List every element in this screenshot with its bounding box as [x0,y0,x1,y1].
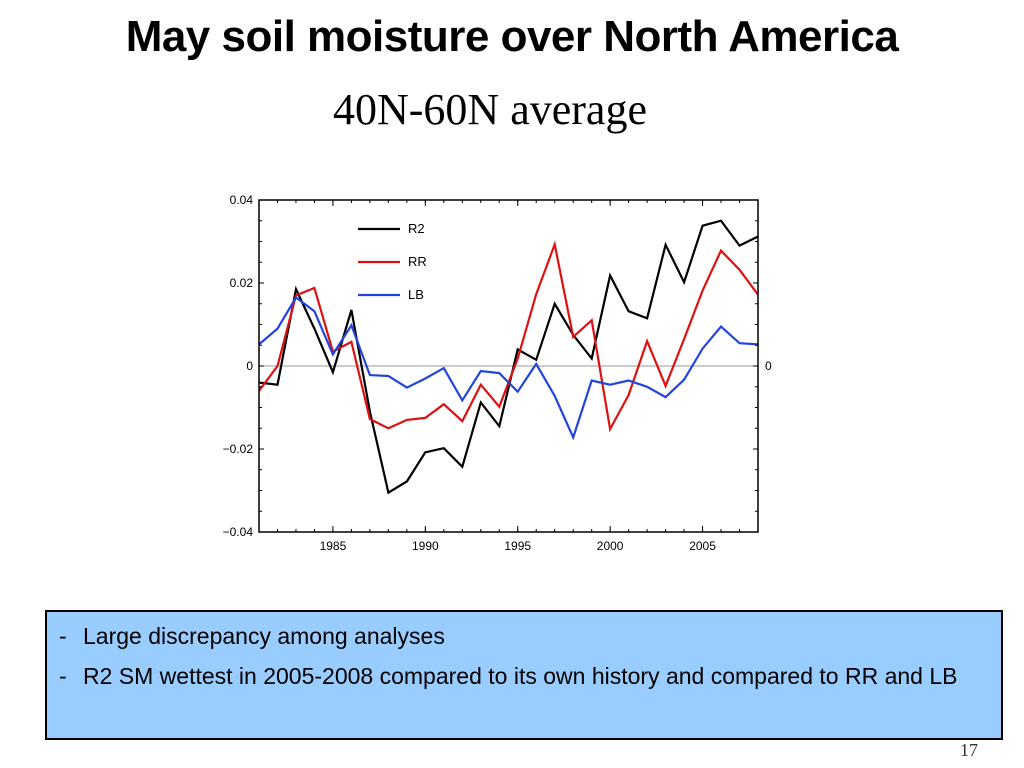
y-tick-label: 0 [246,359,253,373]
note-item: - R2 SM wettest in 2005-2008 compared to… [59,662,989,690]
note-text: R2 SM wettest in 2005-2008 compared to i… [83,663,958,689]
x-tick-label: 2000 [597,539,624,553]
legend-label-lb: LB [408,287,424,302]
y-tick-label: −0.02 [223,442,254,456]
y-tick-label: 0.04 [230,193,254,207]
soil-moisture-chart: −0.04 −0.02 0 0.02 0.04 0 1985 1990 1995 2000 2005… [223,193,772,553]
x-tick-label: 1985 [320,539,347,553]
legend-label-rr: RR [408,254,427,269]
note-item: - Large discrepancy among analyses [59,622,989,650]
note-bullet: - [59,623,67,649]
y-tick-label: 0.02 [230,276,254,290]
x-tick-label: 1995 [504,539,531,553]
note-bullet: - [59,663,67,689]
x-tick-label: 2005 [689,539,716,553]
slide-subtitle: 40N-60N average [333,85,647,134]
notes-box: - Large discrepancy among analyses - R2 … [45,610,1003,740]
x-tick-label: 1990 [412,539,439,553]
series-line-r2 [258,219,759,495]
series-line-rr [258,240,759,433]
series-line-lb [258,295,759,441]
right-axis-label: 0 [765,359,772,373]
y-tick-label: −0.04 [223,525,254,539]
legend-label-r2: R2 [408,221,425,236]
note-text: Large discrepancy among analyses [83,623,445,649]
slide-title: May soil moisture over North America [125,12,899,61]
page-number: 17 [960,740,978,760]
